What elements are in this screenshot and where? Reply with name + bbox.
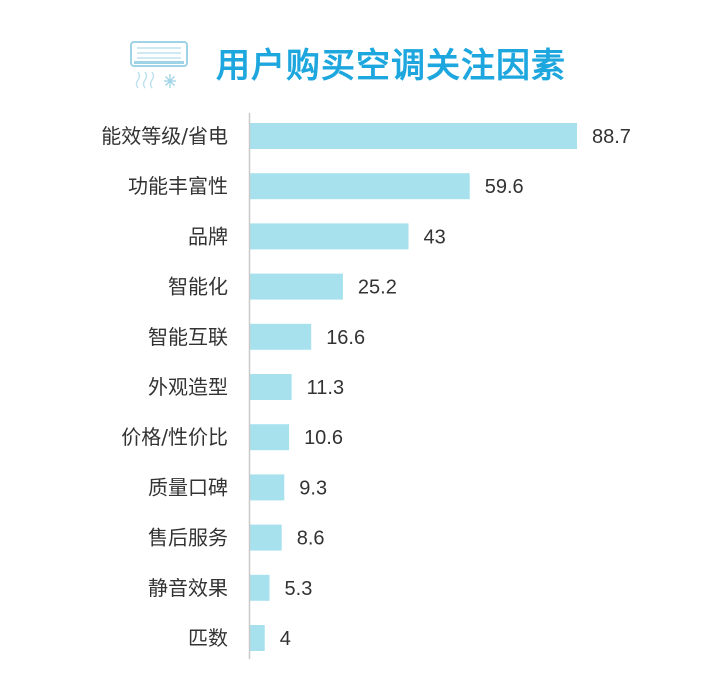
value-label: 8.6	[297, 528, 325, 550]
chart-header: 用户购买空调关注因素	[128, 34, 608, 104]
value-label: 10.6	[304, 427, 343, 449]
air-conditioner-icon	[130, 41, 188, 89]
value-label: 59.6	[485, 176, 524, 198]
value-label: 4	[280, 628, 291, 650]
value-label: 88.7	[592, 126, 631, 148]
bar	[250, 273, 343, 300]
category-label: 售后服务	[148, 526, 228, 550]
bar	[250, 424, 290, 451]
bar	[250, 173, 470, 200]
category-label: 智能化	[168, 275, 228, 299]
category-label: 质量口碑	[148, 475, 228, 499]
bar	[250, 574, 270, 601]
category-label: 静音效果	[148, 576, 228, 600]
value-label: 16.6	[326, 327, 365, 349]
category-label: 匹数	[188, 626, 228, 650]
value-label: 43	[424, 226, 446, 248]
bar	[250, 123, 577, 149]
bar	[250, 374, 292, 400]
category-label: 外观造型	[148, 375, 228, 399]
value-label: 5.3	[285, 578, 313, 600]
value-label: 11.3	[307, 377, 344, 399]
bar	[250, 625, 265, 651]
bar	[250, 223, 409, 250]
category-label: 智能互联	[148, 325, 228, 349]
chart-title: 用户购买空调关注因素	[216, 46, 566, 86]
category-label: 价格/性价比	[121, 425, 228, 449]
value-label: 25.2	[358, 277, 397, 299]
bar	[250, 524, 282, 551]
category-label: 品牌	[188, 224, 228, 248]
bar	[250, 323, 312, 350]
category-label: 能效等级/省电	[101, 124, 228, 148]
category-label: 功能丰富性	[128, 174, 228, 198]
bar	[250, 474, 285, 501]
value-label: 9.3	[299, 477, 327, 499]
